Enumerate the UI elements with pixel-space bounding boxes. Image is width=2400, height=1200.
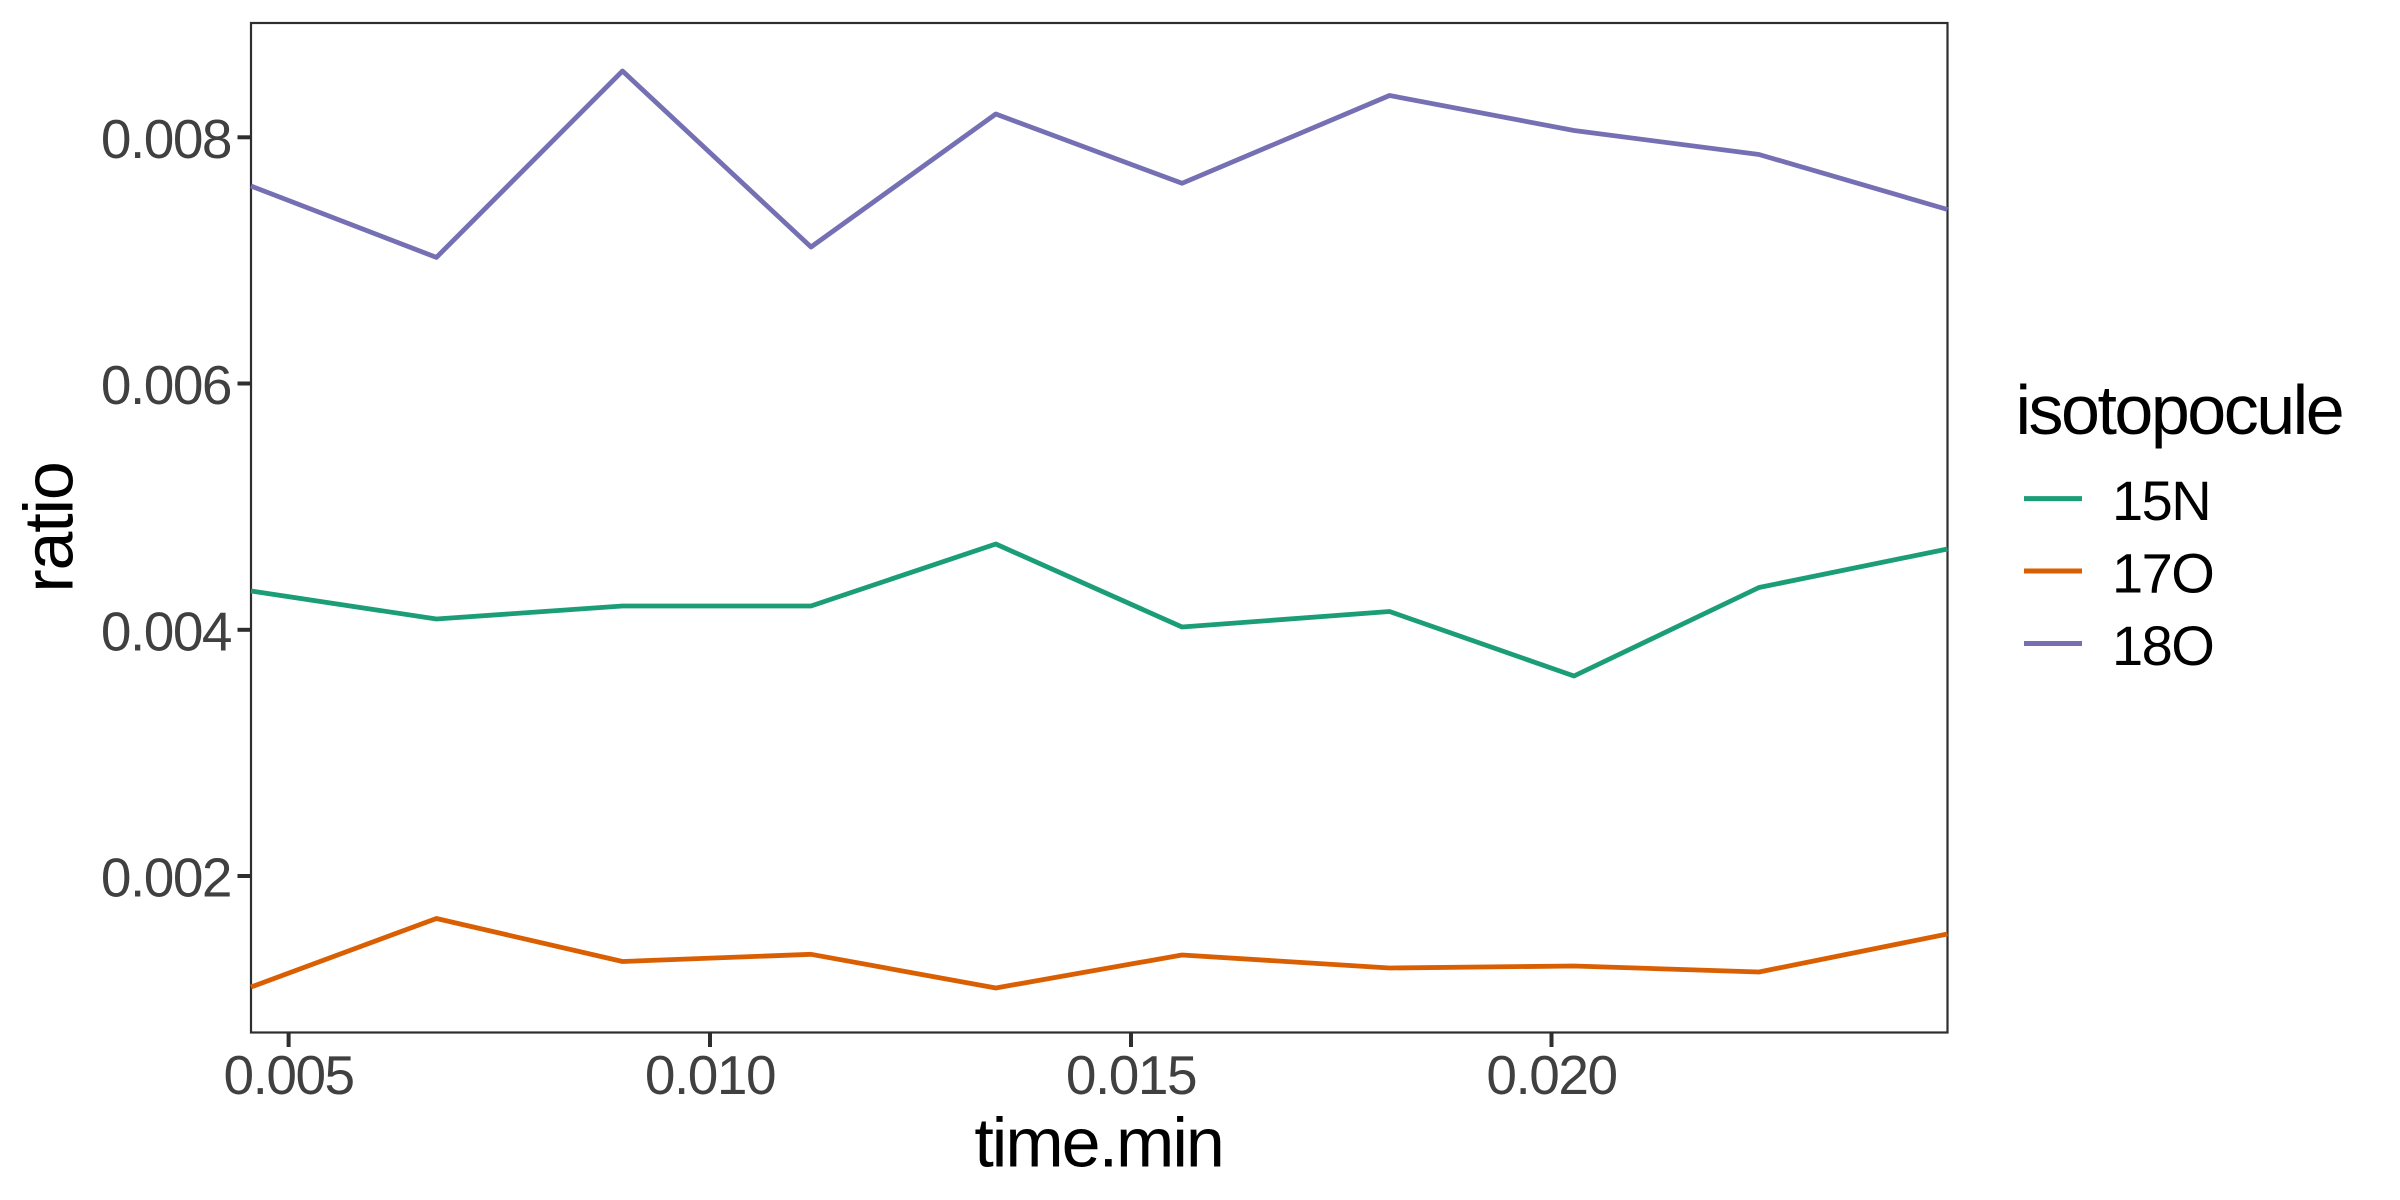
svg-text:0.005: 0.005 [224, 1044, 354, 1106]
svg-text:time.min: time.min [974, 1104, 1222, 1182]
svg-text:0.015: 0.015 [1066, 1044, 1196, 1106]
svg-text:0.020: 0.020 [1486, 1044, 1616, 1106]
svg-text:0.010: 0.010 [645, 1044, 775, 1106]
svg-text:17O: 17O [2112, 542, 2213, 605]
svg-text:0.002: 0.002 [101, 847, 231, 909]
svg-text:isotopocule: isotopocule [2016, 371, 2343, 449]
svg-text:15N: 15N [2112, 469, 2210, 532]
svg-text:0.004: 0.004 [101, 600, 231, 662]
svg-text:0.008: 0.008 [101, 108, 231, 170]
svg-text:ratio: ratio [10, 462, 88, 592]
svg-text:18O: 18O [2112, 614, 2213, 677]
svg-text:0.006: 0.006 [101, 354, 231, 416]
